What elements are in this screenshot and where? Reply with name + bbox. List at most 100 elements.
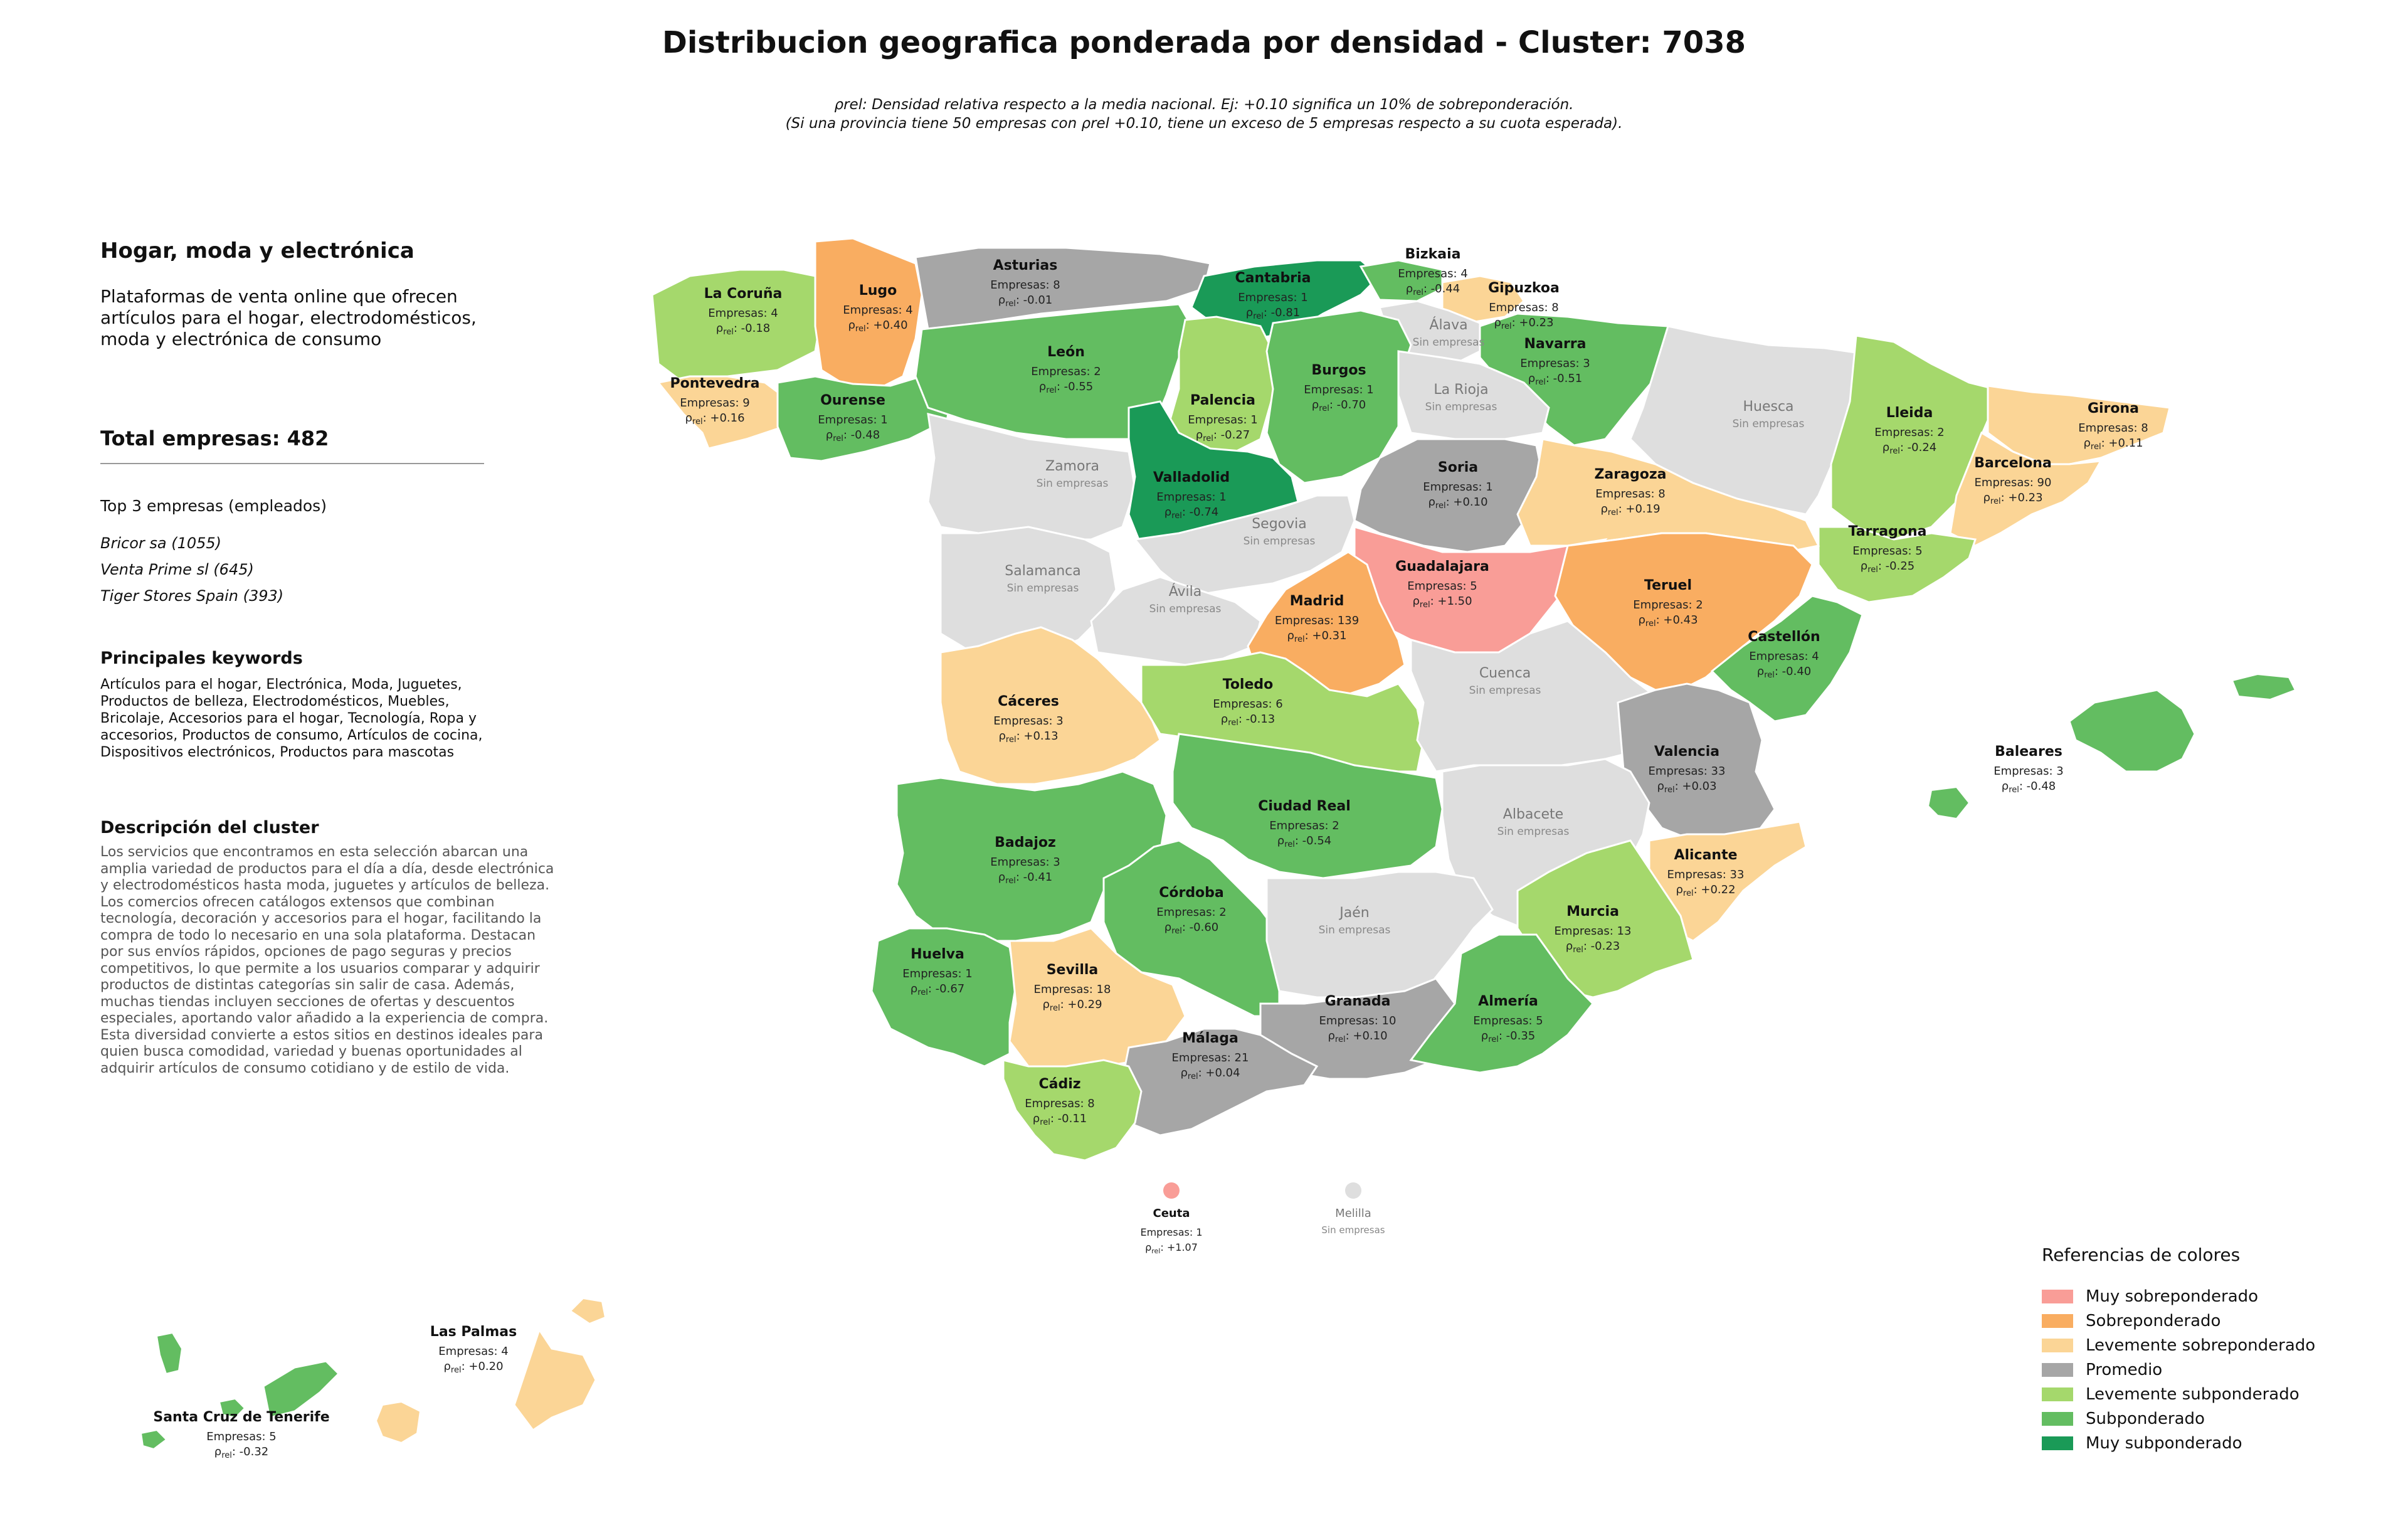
label-teruel: Teruel xyxy=(1644,578,1692,593)
label-leon: León xyxy=(1047,344,1085,360)
legend-item: Levemente subponderado xyxy=(2042,1382,2315,1406)
label-murcia: Murcia xyxy=(1566,904,1619,920)
label-rho-gipuzkoa: ρrel: +0.23 xyxy=(1494,316,1553,331)
label-rho-bizkaia: ρrel: -0.44 xyxy=(1406,282,1460,297)
label-rho-girona: ρrel: +0.11 xyxy=(2083,437,2143,452)
label-rho-navarra: ρrel: -0.51 xyxy=(1528,372,1582,387)
label-count-navarra: Empresas: 3 xyxy=(1520,357,1590,370)
label-count-toledo: Empresas: 6 xyxy=(1213,698,1282,711)
label-rho-caceres: ρrel: +0.13 xyxy=(998,730,1058,745)
label-cadiz: Cádiz xyxy=(1038,1076,1080,1092)
label-segovia: Segovia xyxy=(1252,516,1307,532)
label-rho-lugo: ρrel: +0.40 xyxy=(848,319,907,334)
province-las-palmas xyxy=(513,1327,597,1432)
label-rho-sevilla: ρrel: +0.29 xyxy=(1042,998,1102,1013)
label-huelva: Huelva xyxy=(911,947,964,962)
label-rho-granada: ρrel: +0.10 xyxy=(1328,1029,1387,1044)
label-ceuta: Ceuta xyxy=(1153,1207,1190,1220)
label-empty-cuenca: Sin empresas xyxy=(1469,684,1541,697)
province-santa-cruz-de-tenerife xyxy=(262,1360,341,1419)
label-alava: Álava xyxy=(1429,317,1467,333)
label-rho-pontevedra: ρrel: +0.16 xyxy=(685,411,744,427)
label-count-valladolid: Empresas: 1 xyxy=(1156,491,1226,504)
label-count-zaragoza: Empresas: 8 xyxy=(1595,487,1665,501)
label-count-santa-cruz-de-tenerife: Empresas: 5 xyxy=(206,1430,276,1443)
tenerife-island-2 xyxy=(156,1332,183,1375)
label-rho-teruel: ρrel: +0.43 xyxy=(1638,613,1698,629)
label-empty-zamora: Sin empresas xyxy=(1037,477,1109,490)
label-rho-la-coruna: ρrel: -0.18 xyxy=(716,322,770,337)
label-la-coruna: La Coruña xyxy=(704,286,783,302)
label-tarragona: Tarragona xyxy=(1849,524,1927,539)
label-count-soria: Empresas: 1 xyxy=(1423,480,1492,494)
label-lleida: Lleida xyxy=(1886,405,1933,421)
label-count-barcelona: Empresas: 90 xyxy=(1975,476,2052,489)
label-badajoz: Badajoz xyxy=(995,835,1056,851)
province-valencia xyxy=(1617,682,1776,842)
label-las-palmas: Las Palmas xyxy=(430,1324,517,1340)
label-count-lugo: Empresas: 4 xyxy=(843,304,912,317)
label-asturias: Asturias xyxy=(993,258,1058,273)
label-count-cantabria: Empresas: 1 xyxy=(1238,291,1307,304)
total-companies: Total empresas: 482 xyxy=(100,427,329,450)
label-rho-huelva: ρrel: -0.67 xyxy=(911,982,964,997)
label-empty-salamanca: Sin empresas xyxy=(1007,582,1079,595)
label-zamora: Zamora xyxy=(1045,459,1099,474)
label-count-cadiz: Empresas: 8 xyxy=(1025,1097,1094,1110)
label-rho-tarragona: ρrel: -0.25 xyxy=(1861,560,1914,575)
label-rho-las-palmas: ρrel: +0.20 xyxy=(443,1360,503,1375)
label-rho-baleares: ρrel: -0.48 xyxy=(2002,780,2056,795)
legend-item: Subponderado xyxy=(2042,1406,2315,1431)
label-granada: Granada xyxy=(1325,994,1391,1009)
label-rho-castellon: ρrel: -0.40 xyxy=(1757,665,1811,680)
label-zaragoza: Zaragoza xyxy=(1594,467,1666,482)
label-empty-melilla: Sin empresas xyxy=(1321,1224,1385,1236)
label-rho-santa-cruz-de-tenerife: ρrel: -0.32 xyxy=(214,1445,268,1460)
chart-title: Distribucion geografica ponderada por de… xyxy=(662,25,1746,60)
top3-heading: Top 3 empresas (empleados) xyxy=(100,497,327,515)
label-rho-malaga: ρrel: +0.04 xyxy=(1180,1066,1240,1081)
label-cantabria: Cantabria xyxy=(1235,270,1311,286)
tenerife-island-4 xyxy=(140,1429,167,1450)
label-baleares: Baleares xyxy=(1995,744,2062,760)
label-ciudad-real: Ciudad Real xyxy=(1258,798,1351,814)
label-rho-almeria: ρrel: -0.35 xyxy=(1481,1029,1535,1044)
label-count-malaga: Empresas: 21 xyxy=(1172,1051,1249,1064)
label-count-baleares: Empresas: 3 xyxy=(1993,765,2063,778)
label-rho-alicante: ρrel: +0.22 xyxy=(1676,883,1735,898)
label-count-badajoz: Empresas: 3 xyxy=(990,856,1060,869)
label-jaen: Jaén xyxy=(1338,905,1369,921)
label-count-castellon: Empresas: 4 xyxy=(1749,650,1819,663)
label-salamanca: Salamanca xyxy=(1005,563,1080,579)
label-empty-segovia: Sin empresas xyxy=(1244,535,1316,548)
province-barcelona xyxy=(1949,431,2103,547)
las-palmas-island-3 xyxy=(569,1297,606,1325)
label-count-ciudad-real: Empresas: 2 xyxy=(1269,819,1339,832)
label-count-guadalajara: Empresas: 5 xyxy=(1407,580,1477,593)
legend-swatch xyxy=(2042,1387,2073,1401)
label-rho-asturias: ρrel: -0.01 xyxy=(998,294,1052,309)
label-pontevedra: Pontevedra xyxy=(670,376,759,391)
province-tarragona xyxy=(1817,526,1977,603)
label-malaga: Málaga xyxy=(1182,1031,1238,1046)
subtitle-line-2: (Si una provincia tiene 50 empresas con … xyxy=(785,115,1623,132)
province-salamanca xyxy=(939,526,1117,654)
baleares-island-2 xyxy=(2231,673,2296,701)
label-count-palencia: Empresas: 1 xyxy=(1188,413,1257,427)
legend-swatch xyxy=(2042,1313,2073,1328)
legend-label: Subponderado xyxy=(2086,1409,2205,1428)
label-rho-murcia: ρrel: -0.23 xyxy=(1566,940,1620,955)
label-guadalajara: Guadalajara xyxy=(1395,559,1489,575)
label-rho-ceuta: ρrel: +1.07 xyxy=(1145,1241,1198,1255)
label-rho-badajoz: ρrel: -0.41 xyxy=(998,871,1052,886)
province-almeria xyxy=(1409,933,1595,1074)
province-malaga xyxy=(1121,1027,1319,1137)
label-valencia: Valencia xyxy=(1654,744,1719,760)
label-sevilla: Sevilla xyxy=(1047,962,1099,978)
label-count-caceres: Empresas: 3 xyxy=(993,714,1063,728)
label-count-la-coruna: Empresas: 4 xyxy=(708,307,778,320)
description-heading: Descripción del cluster xyxy=(100,818,319,837)
label-cuenca: Cuenca xyxy=(1479,666,1531,681)
province-ceuta xyxy=(1163,1182,1180,1199)
